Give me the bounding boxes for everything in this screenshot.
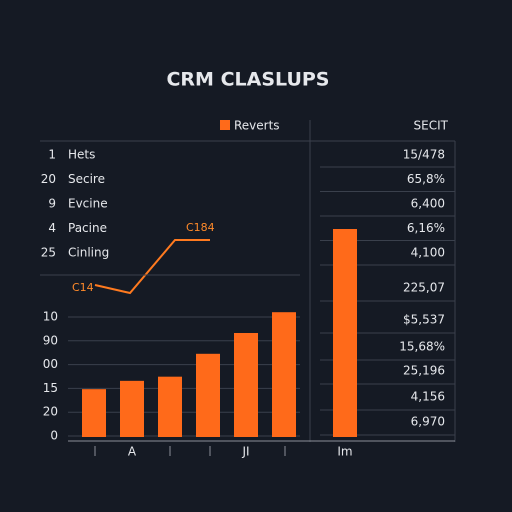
row-label: Secire	[68, 172, 105, 186]
y-tick-label: 90	[43, 333, 58, 347]
y-tick-label: 20	[43, 405, 58, 419]
title: CRM CLASLUPS	[166, 69, 329, 91]
right-heading: SECIT	[414, 119, 449, 133]
y-tick-label: 00	[43, 357, 58, 371]
y-tick-label: 10	[43, 310, 58, 324]
bar	[158, 376, 182, 437]
right-value: $5,537	[403, 313, 445, 327]
row-value: 65,8%	[407, 172, 445, 186]
legend-swatch	[220, 120, 230, 130]
row-label: Cinling	[68, 246, 109, 260]
right-value: 6,970	[411, 415, 445, 429]
right-value: 225,07	[403, 281, 445, 295]
row-index: 9	[48, 197, 56, 211]
row-label: Hets	[68, 148, 95, 162]
bar	[120, 380, 144, 437]
y-tick-label: 15	[43, 381, 58, 395]
row-index: 1	[48, 148, 56, 162]
y-tick-label: 0	[50, 429, 58, 443]
row-value: 4,100	[411, 246, 445, 260]
right-value: 4,156	[411, 390, 445, 404]
trend-line	[94, 239, 210, 295]
row-label: Pacine	[68, 221, 107, 235]
row-index: 20	[41, 172, 56, 186]
row-label: Evcine	[68, 197, 108, 211]
row-index: 25	[41, 246, 56, 260]
annotation: C184	[186, 221, 215, 234]
row-value: 6,16%	[407, 221, 445, 235]
bar	[82, 389, 106, 437]
bar	[234, 333, 258, 437]
x-tick-label: JI	[241, 445, 249, 459]
bar	[272, 312, 296, 437]
annotation: C14	[72, 281, 94, 294]
x-tick-label: A	[128, 445, 137, 459]
x-tick-label: Im	[337, 445, 352, 459]
right-value: 25,196	[403, 364, 445, 378]
row-value: 6,400	[411, 197, 445, 211]
right-value: 15,68%	[399, 340, 445, 354]
row-index: 4	[48, 221, 56, 235]
bar	[196, 353, 220, 437]
legend-label: Reverts	[234, 119, 280, 133]
bar	[333, 229, 357, 437]
row-value: 15/478	[403, 148, 445, 162]
